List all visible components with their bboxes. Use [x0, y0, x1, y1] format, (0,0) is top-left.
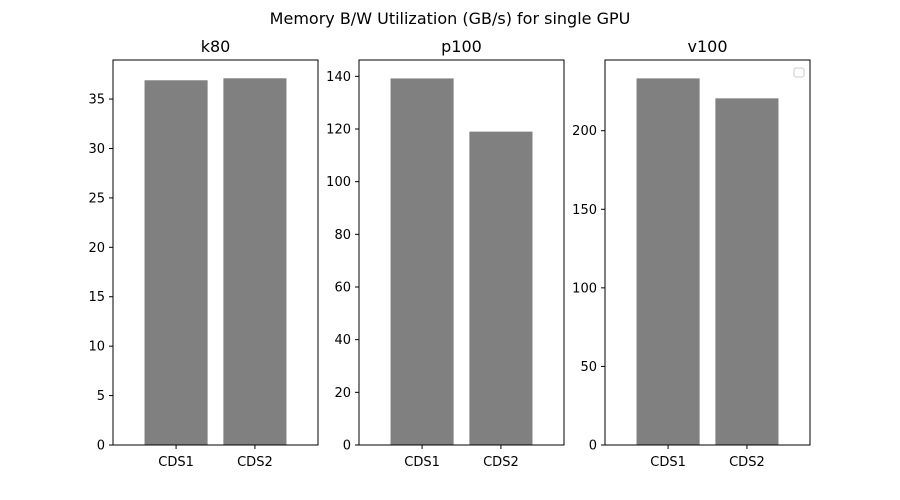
x-tick-label: CDS1	[650, 455, 686, 470]
legend-box	[793, 67, 805, 78]
axes-frame	[604, 59, 811, 446]
bar-cds2	[223, 78, 287, 446]
bar-cds1	[144, 80, 208, 446]
y-tick-label: 35	[88, 93, 105, 108]
y-tick-label: 15	[88, 290, 105, 305]
y-tick-label: 20	[334, 386, 351, 401]
bar-cds2	[715, 98, 779, 445]
bar-cds2	[469, 131, 533, 445]
y-tick-label: 150	[572, 203, 597, 218]
y-tick-label: 100	[572, 281, 597, 296]
y-tick-label: 30	[88, 142, 105, 157]
y-tick-label: 0	[343, 439, 351, 454]
y-tick-label: 100	[326, 175, 351, 190]
y-tick-label: 80	[334, 228, 351, 243]
y-tick-label: 140	[326, 70, 351, 85]
x-tick-label: CDS2	[729, 455, 765, 470]
x-tick-label: CDS1	[158, 455, 194, 470]
y-tick-label: 20	[88, 241, 105, 256]
subplot-title: v100	[687, 37, 727, 56]
y-tick-label: 40	[334, 333, 351, 348]
y-tick-label: 5	[97, 389, 105, 404]
y-tick-label: 200	[572, 124, 597, 139]
y-tick-label: 10	[88, 340, 105, 355]
subplot-p100: p100 0 20 40 60 80 100 120 140 CDS1 CDS2	[326, 37, 565, 470]
axes-frame	[358, 59, 565, 446]
x-tick-label: CDS1	[404, 455, 440, 470]
y-tick-label: 0	[589, 439, 597, 454]
axes-frame	[112, 59, 319, 446]
subplot-v100: v100 0 50 100 150 200 CDS1 CDS2	[572, 37, 811, 470]
bar-cds1	[390, 78, 454, 445]
y-tick-label: 25	[88, 191, 105, 206]
x-tick-label: CDS2	[483, 455, 519, 470]
figure-title: Memory B/W Utilization (GB/s) for single…	[270, 9, 631, 28]
subplot-title: p100	[441, 37, 482, 56]
bar-cds1	[636, 78, 700, 445]
x-tick-label: CDS2	[237, 455, 273, 470]
y-tick-label: 50	[580, 360, 597, 375]
subplot-title: k80	[201, 37, 231, 56]
y-tick-label: 60	[334, 280, 351, 295]
subplot-k80: k80 0 5 10 15 20 25 30 35 CDS1 CDS2	[88, 37, 319, 470]
y-tick-label: 120	[326, 122, 351, 137]
y-tick-label: 0	[97, 439, 105, 454]
